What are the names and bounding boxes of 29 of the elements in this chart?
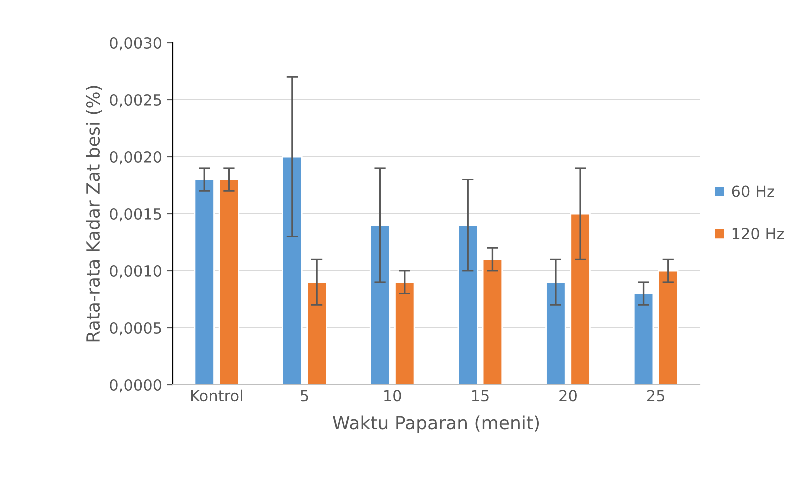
x-axis-title: Waktu Paparan (menit) (333, 416, 540, 434)
bar (282, 156, 303, 385)
bar (482, 258, 504, 385)
x-tick-label: 5 (301, 390, 308, 402)
bar (546, 282, 566, 385)
y-axis-title: Rata-rata Kadar Zat besi (%) (86, 86, 102, 342)
y-tick-label: 0,0030 (110, 37, 162, 51)
bar (370, 224, 391, 385)
legend-label: 60 Hz (732, 186, 774, 198)
bar (394, 282, 416, 385)
x-tick-label: 25 (647, 390, 664, 402)
y-tick-label: 0,0025 (110, 94, 162, 108)
bar (633, 293, 654, 385)
y-tick-label: 0,0015 (110, 208, 162, 222)
x-tick-label: Kontrol (192, 390, 242, 402)
bar (218, 179, 240, 385)
y-tick-label: 0,0020 (110, 151, 162, 165)
bar (194, 179, 215, 385)
bar (306, 282, 328, 385)
legend-label: 120 Hz (732, 228, 784, 240)
y-tick-label: 0,0010 (110, 265, 162, 279)
x-tick-label: 15 (472, 390, 489, 402)
bar (570, 213, 591, 385)
x-tick-label: 10 (384, 390, 402, 402)
x-tick-label: 20 (560, 390, 577, 402)
y-tick-label: 0,0005 (110, 322, 162, 336)
bar (458, 224, 478, 385)
bar (658, 270, 679, 385)
y-tick-label: 0,0000 (110, 379, 162, 393)
